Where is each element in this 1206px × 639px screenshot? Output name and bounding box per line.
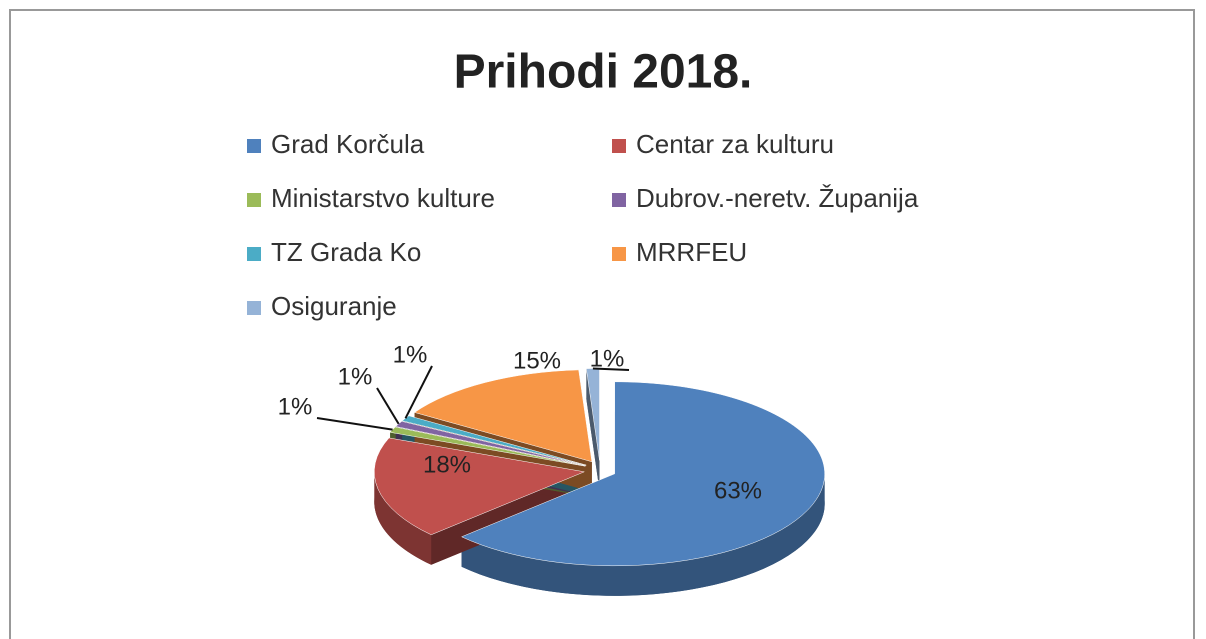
value-label: 1% [590,345,625,372]
legend-label: Centar za kulturu [636,129,834,159]
slice-wall [586,368,600,491]
legend-label: Grad Korčula [271,129,425,159]
slice-side [461,473,825,596]
legend-swatch [612,247,626,261]
legend-label: Ministarstvo kulture [271,183,495,213]
value-label: 63% [714,477,762,504]
leader-line [316,417,393,431]
value-label: 1% [278,393,313,420]
slice [460,381,825,567]
legend-swatch [247,301,261,315]
slice [413,369,593,463]
legend-label: TZ Grada Ko [271,237,421,267]
legend-label: MRRFEU [636,237,747,267]
legend-swatch [612,193,626,207]
leader-line [592,367,630,371]
value-label: 1% [393,341,428,368]
leader-line [376,387,400,425]
legend-label: Dubrov.-neretv. Županija [636,183,919,213]
value-label: 1% [338,363,373,390]
legend-swatch [247,193,261,207]
value-label: 18% [423,451,471,478]
leader-line [404,365,433,419]
legend-swatch [247,139,261,153]
legend-swatch [612,139,626,153]
chart-title: Prihodi 2018. [454,46,753,99]
legend-swatch [247,247,261,261]
value-label: 15% [513,347,561,374]
slice [374,437,586,536]
legend-label: Osiguranje [271,291,397,321]
